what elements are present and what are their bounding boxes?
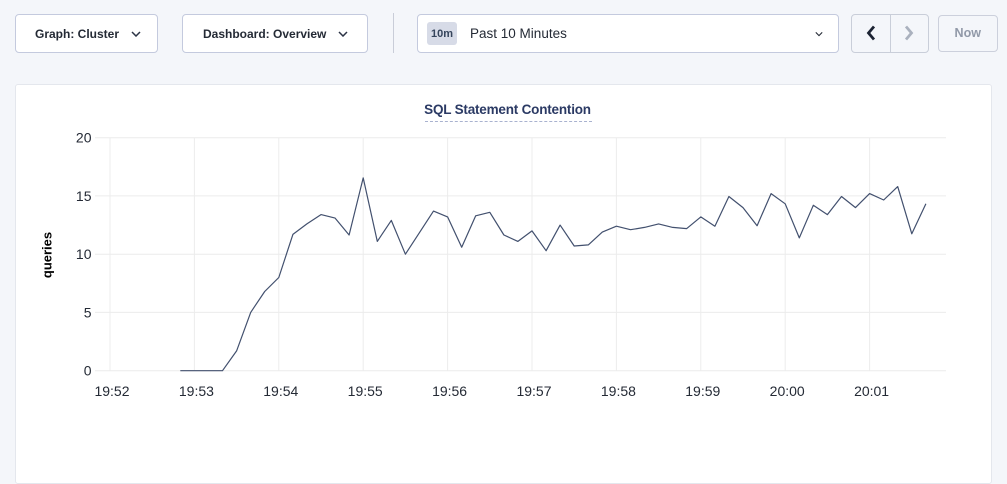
svg-text:19:52: 19:52 xyxy=(94,383,129,399)
svg-text:19:53: 19:53 xyxy=(179,383,214,399)
svg-text:20: 20 xyxy=(76,130,92,146)
svg-text:20:01: 20:01 xyxy=(854,383,889,399)
svg-text:15: 15 xyxy=(76,188,92,204)
svg-text:10: 10 xyxy=(76,246,92,262)
svg-text:19:54: 19:54 xyxy=(263,383,298,399)
svg-text:19:57: 19:57 xyxy=(516,383,551,399)
svg-text:0: 0 xyxy=(84,363,92,379)
svg-text:19:58: 19:58 xyxy=(601,383,636,399)
svg-text:20:00: 20:00 xyxy=(770,383,805,399)
svg-text:19:59: 19:59 xyxy=(685,383,720,399)
svg-text:19:56: 19:56 xyxy=(432,383,467,399)
svg-text:19:55: 19:55 xyxy=(348,383,383,399)
svg-text:5: 5 xyxy=(84,304,92,320)
